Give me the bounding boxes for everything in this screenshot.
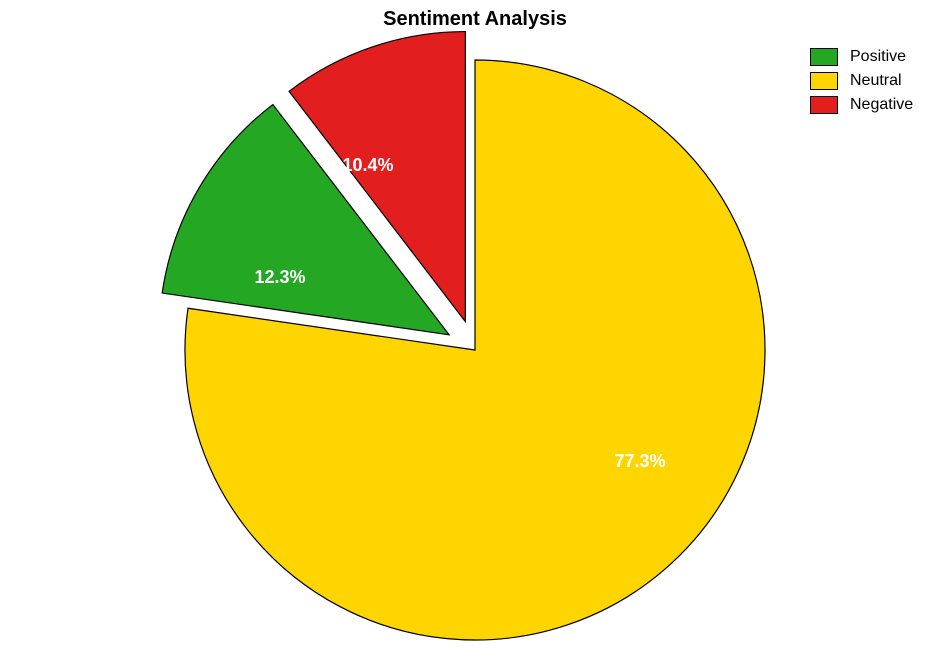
legend-item-neutral: Neutral: [810, 70, 913, 92]
slice-label-positive: 12.3%: [254, 267, 305, 287]
legend-swatch: [810, 72, 838, 90]
slice-label-negative: 10.4%: [342, 155, 393, 175]
legend-item-negative: Negative: [810, 94, 913, 116]
legend-label: Neutral: [850, 72, 902, 90]
pie-svg: 77.3% 12.3% 10.4%: [0, 0, 950, 662]
legend-swatch: [810, 96, 838, 114]
sentiment-pie-chart: Sentiment Analysis 77.3%12.3%10.4% Posit…: [0, 0, 950, 662]
legend: Positive Neutral Negative: [810, 46, 913, 118]
legend-label: Negative: [850, 96, 913, 114]
legend-swatch: [810, 48, 838, 66]
legend-item-positive: Positive: [810, 46, 913, 68]
slice-label-neutral: 77.3%: [614, 451, 665, 471]
legend-label: Positive: [850, 48, 906, 66]
